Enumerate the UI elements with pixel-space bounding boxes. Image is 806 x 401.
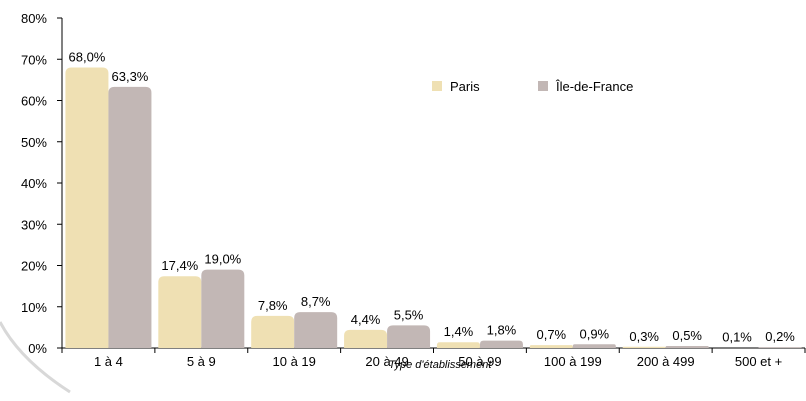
data-label: 1,4% xyxy=(444,324,474,339)
legend-label: Île-de-France xyxy=(555,79,633,94)
bar-paris xyxy=(251,315,295,348)
data-label: 5,5% xyxy=(394,307,424,322)
y-tick-label: 30% xyxy=(21,217,47,232)
data-label: 7,8% xyxy=(258,298,288,313)
y-tick-label: 20% xyxy=(21,259,47,274)
y-tick-label: 50% xyxy=(21,135,47,150)
bar-paris xyxy=(436,342,480,348)
bar-ile-de-france xyxy=(201,269,245,348)
bar-ile-de-france xyxy=(479,340,523,348)
x-tick-label: 5 à 9 xyxy=(187,354,216,369)
bar-paris xyxy=(158,276,202,348)
axes: 0% 10% 20% 30% 40% 50% 60% 70% 80% 1 à 4 5 à 9 10 à… xyxy=(21,11,806,369)
x-tick-label: 500 et + xyxy=(735,354,782,369)
y-tick-label: 60% xyxy=(21,94,47,109)
x-tick-label: 200 à 499 xyxy=(637,354,695,369)
data-label: 0,1% xyxy=(722,330,752,345)
data-label: 0,9% xyxy=(579,326,609,341)
legend-label: Paris xyxy=(450,79,480,94)
data-labels: 68,0% 63,3% 17,4% 19,0% 7,8% 8,7% 4,4% 5,5% 1,4%… xyxy=(69,50,796,345)
x-tick-label: 10 à 19 xyxy=(273,354,316,369)
bar-ile-de-france xyxy=(665,345,709,348)
data-label: 0,5% xyxy=(672,328,702,343)
bar-ile-de-france xyxy=(294,312,338,348)
data-label: 8,7% xyxy=(301,294,331,309)
x-axis-title: Type d'établissement xyxy=(389,359,493,371)
y-tick-label: 70% xyxy=(21,52,47,67)
data-label: 68,0% xyxy=(69,50,106,65)
data-label: 4,4% xyxy=(351,312,381,327)
data-label: 0,2% xyxy=(765,329,795,344)
y-tick-label: 40% xyxy=(21,176,47,191)
bar-paris xyxy=(65,67,109,348)
x-tick-label: 1 à 4 xyxy=(94,354,123,369)
data-label: 17,4% xyxy=(161,258,198,273)
data-label: 0,3% xyxy=(629,329,659,344)
bar-paris xyxy=(529,345,573,348)
bar-ile-de-france xyxy=(758,347,802,348)
data-label: 63,3% xyxy=(112,69,149,84)
bars xyxy=(65,67,802,348)
x-tick-label: 100 à 199 xyxy=(544,354,602,369)
bar-paris xyxy=(344,329,388,348)
decorative-curve xyxy=(0,321,71,394)
bar-ile-de-france xyxy=(387,325,431,348)
bar-ile-de-france xyxy=(108,86,152,348)
data-label: 19,0% xyxy=(204,252,241,267)
data-label: 1,8% xyxy=(487,323,517,338)
y-tick-label: 80% xyxy=(21,11,47,26)
bar-ile-de-france xyxy=(572,344,616,348)
legend: Paris Île-de-France xyxy=(432,79,633,94)
y-tick-label: 10% xyxy=(21,300,47,315)
bar-paris xyxy=(622,346,666,348)
data-label: 0,7% xyxy=(536,327,566,342)
x-tick-label: 20 à 49 xyxy=(365,354,408,369)
legend-swatch xyxy=(538,81,548,91)
legend-swatch xyxy=(432,81,442,91)
x-tick-label: 50 à 99 xyxy=(458,354,501,369)
y-tick-label: 0% xyxy=(28,341,47,356)
